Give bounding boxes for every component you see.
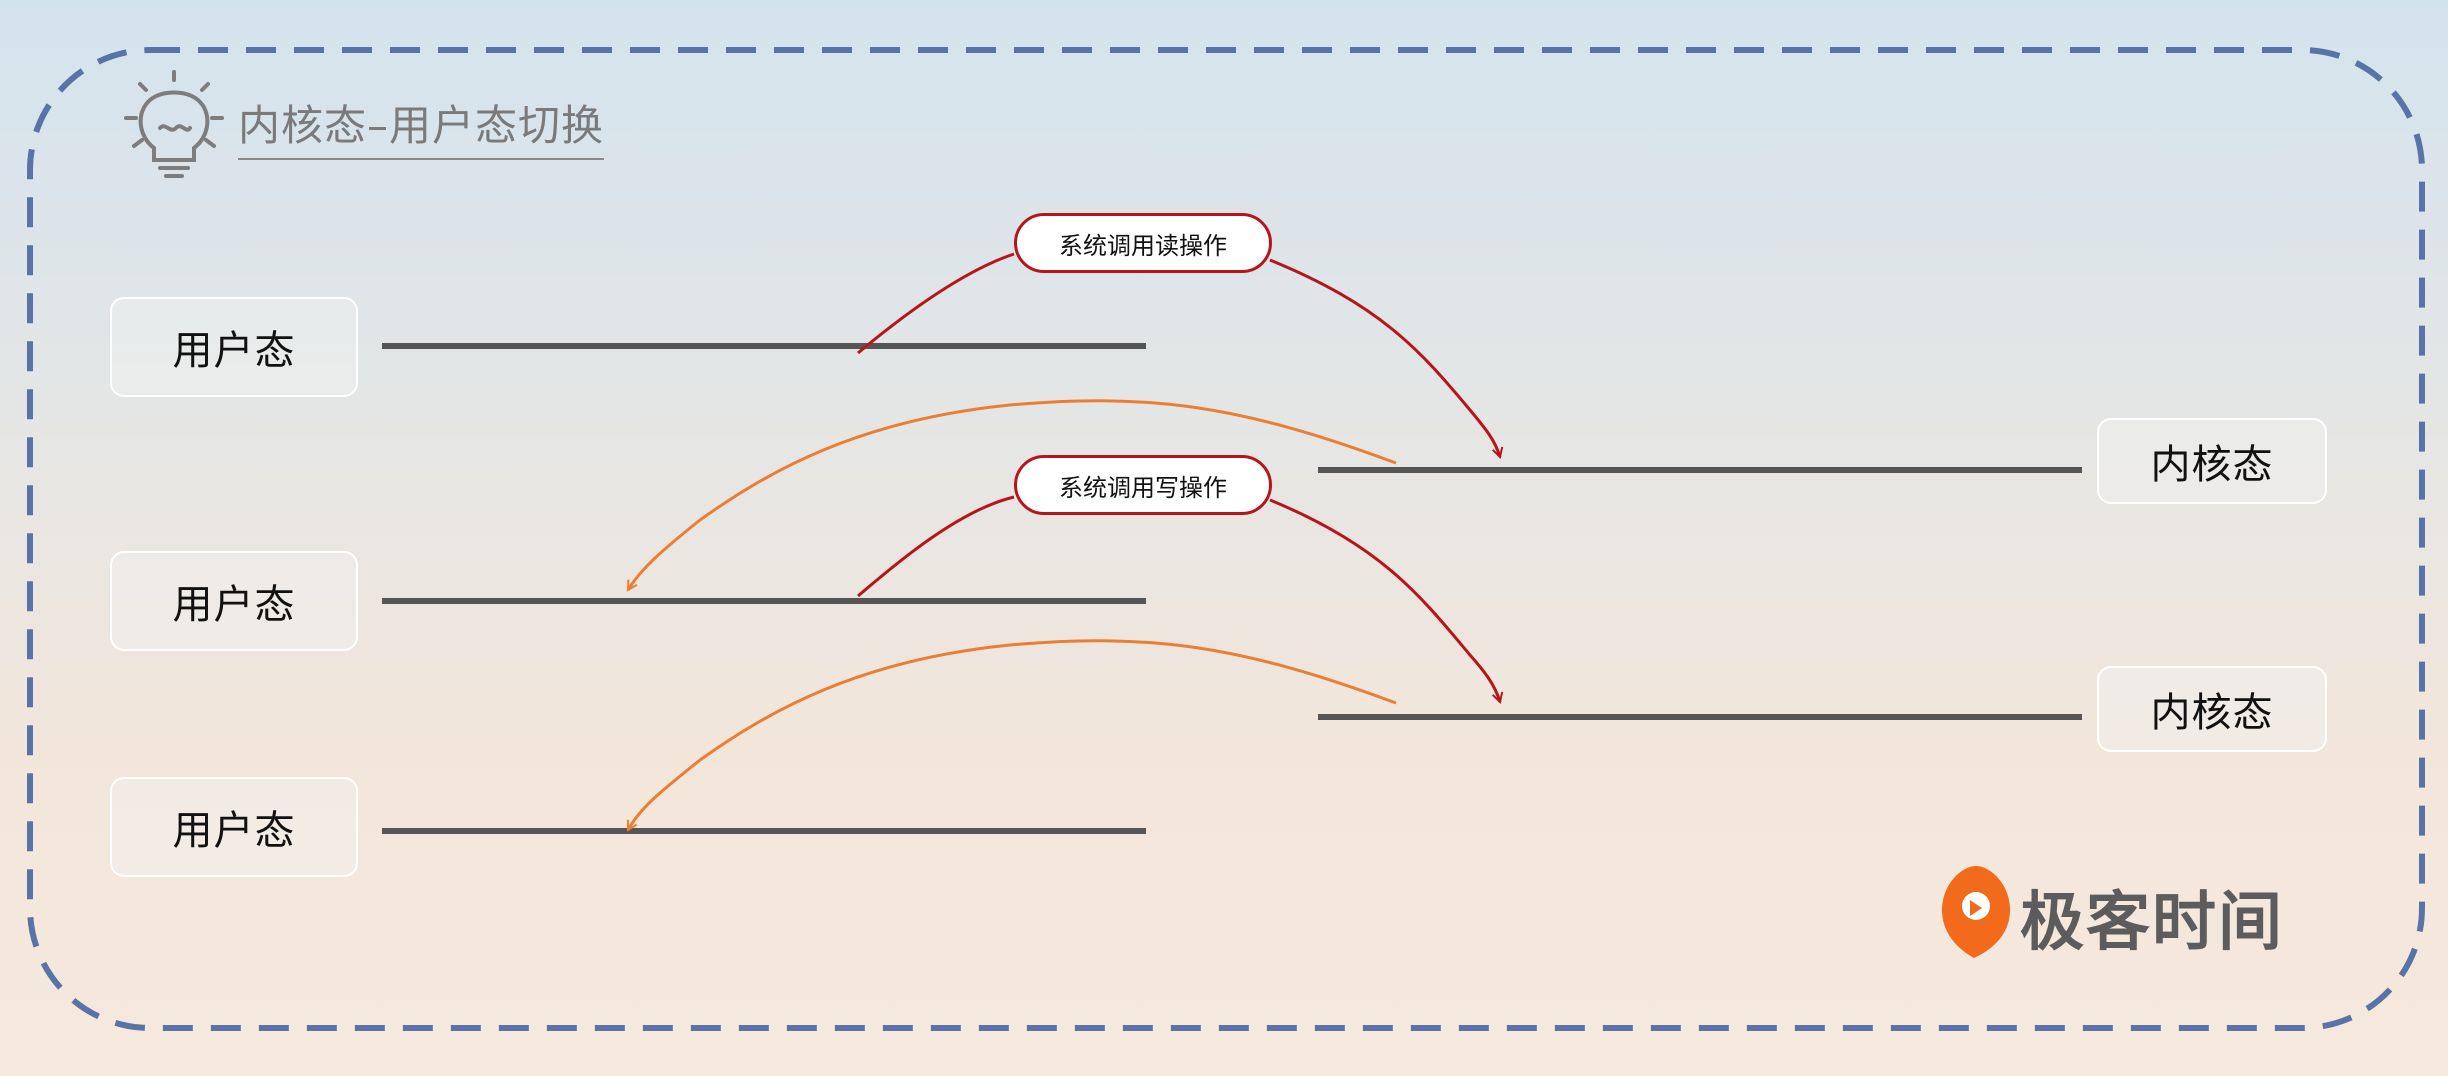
geektime-logo-icon: [1942, 866, 2010, 958]
syscall-read-arrow-in: [857, 252, 1015, 355]
user-mode-box-2: 用户态: [110, 551, 358, 651]
user-mode-box-1: 用户态: [110, 297, 358, 397]
kernel-mode-box-1: 内核态: [2097, 418, 2327, 504]
return-arrow-1: [626, 399, 1397, 590]
return-arrow-2: [626, 639, 1397, 830]
syscall-read-label: 系统调用读操作: [1014, 213, 1272, 273]
brand-name: 极客时间: [2020, 886, 2284, 960]
syscall-write-label: 系统调用写操作: [1014, 455, 1272, 515]
syscall-write-arrow-in: [857, 495, 1015, 598]
dashed-frame: [27, 47, 2425, 1031]
diagram-title: 内核态–用户态切换: [238, 98, 605, 160]
user-mode-box-3: 用户态: [110, 777, 358, 877]
lightbulb-icon: [124, 70, 224, 178]
kernel-mode-box-2: 内核态: [2097, 666, 2327, 752]
syscall-write-arrow-out: [1269, 498, 1500, 702]
syscall-read-arrow-out: [1269, 258, 1500, 457]
